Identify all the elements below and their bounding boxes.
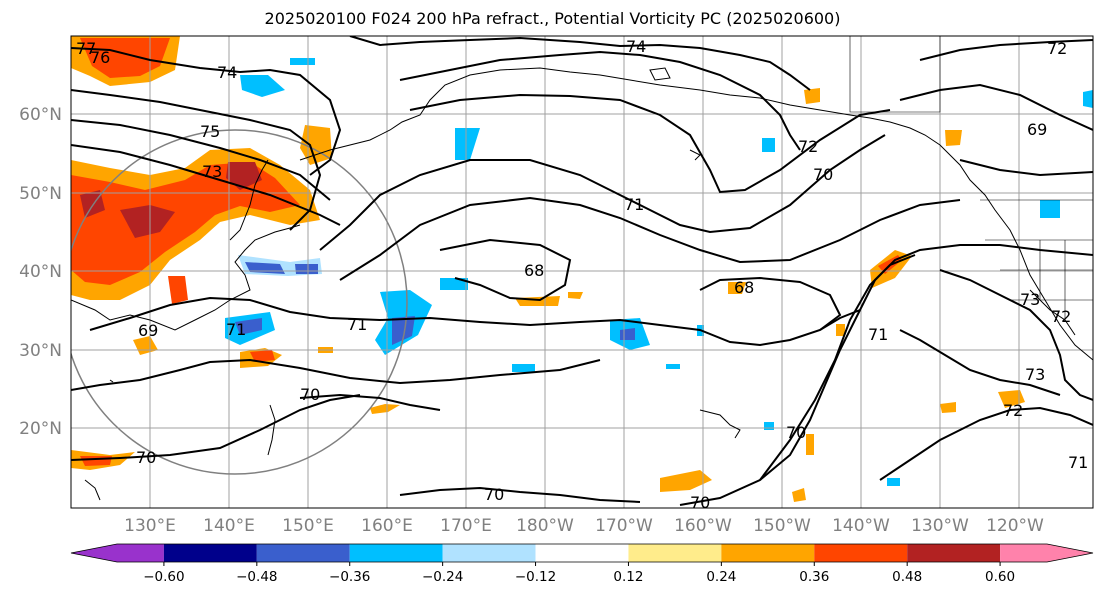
contour-label: 70 [690, 493, 710, 512]
contour-label: 73 [202, 162, 222, 181]
lon-label: 140°W [832, 516, 890, 536]
contour-label: 71 [624, 195, 644, 214]
colorbar-tick-label: 0.48 [892, 569, 922, 585]
lon-label: 180°W [516, 516, 574, 536]
graticule [71, 36, 1093, 508]
lat-label: 40°N [19, 262, 62, 282]
colorbar-segment [628, 544, 722, 562]
contour-label: 68 [734, 278, 754, 297]
contour-label: 69 [1027, 120, 1047, 139]
colorbar-tick-label: −0.24 [422, 569, 463, 585]
colorbar-tick-label: −0.36 [329, 569, 370, 585]
contour-label: 72 [798, 137, 818, 156]
lon-label: 170°E [440, 516, 492, 536]
colorbar-tick-label: 0.12 [613, 569, 643, 585]
colorbar-segment [349, 544, 443, 562]
lon-label: 150°E [282, 516, 334, 536]
colorbar-outline [70, 543, 1094, 563]
colorbar-tick-label: 0.24 [706, 569, 736, 585]
colorbar-segment [256, 544, 350, 562]
contour-label: 70 [300, 385, 320, 404]
contour-label: 72 [1051, 307, 1071, 326]
lon-label: 130°W [911, 516, 969, 536]
longitude-labels: 130°E 140°E 150°E 160°E 170°E 180°W 170°… [124, 516, 1044, 536]
map-title: 2025020100 F024 200 hPa refract., Potent… [264, 9, 841, 28]
contour-label: 68 [524, 261, 544, 280]
lat-label: 30°N [19, 341, 62, 361]
colorbar-segment [721, 544, 815, 562]
contour-label: 72 [1003, 401, 1023, 420]
colorbar-segment [907, 544, 1001, 562]
contour-label: 73 [1020, 290, 1040, 309]
lon-label: 140°E [203, 516, 255, 536]
colorbar-segment [442, 544, 536, 562]
map-panel: 77 76 74 75 73 74 72 72 70 71 69 68 68 7… [71, 36, 1093, 512]
lat-label: 50°N [19, 184, 62, 204]
map-frame [70, 35, 1094, 509]
lon-label: 120°W [986, 516, 1044, 536]
colorbar-segment [1000, 544, 1093, 562]
colorbar-tick-label: −0.48 [236, 569, 277, 585]
region-circle [71, 129, 408, 475]
contour-label: 70 [484, 485, 504, 504]
contour-label: 76 [90, 48, 110, 67]
lon-label: 150°W [753, 516, 811, 536]
colorbar-segment [163, 544, 257, 562]
contour-label: 71 [1068, 453, 1088, 472]
colorbar-tick-label: 0.36 [799, 569, 829, 585]
colorbar-tick-label: −0.12 [515, 569, 556, 585]
latitude-labels: 60°N 50°N 40°N 30°N 20°N [19, 105, 62, 439]
colorbar-segment [71, 544, 164, 562]
contour-label: 71 [868, 325, 888, 344]
colorbar-tick-label: 0.60 [985, 569, 1015, 585]
lat-label: 60°N [19, 105, 62, 125]
refractivity-contours [71, 36, 1093, 506]
contour-label: 74 [626, 37, 646, 56]
contour-label: 73 [1025, 365, 1045, 384]
contour-label: 77 [76, 39, 96, 58]
lat-label: 20°N [19, 419, 62, 439]
lon-label: 170°W [595, 516, 653, 536]
colorbar-segment [814, 544, 908, 562]
borders [849, 36, 1093, 320]
contour-label: 69 [138, 321, 158, 340]
contour-label: 70 [136, 448, 156, 467]
contour-label: 70 [786, 423, 806, 442]
lon-label: 160°W [674, 516, 732, 536]
colorbar-segment [535, 544, 629, 562]
lon-label: 130°E [124, 516, 176, 536]
lon-label: 160°E [361, 516, 413, 536]
contour-label: 71 [347, 315, 367, 334]
colorbar-tick-label: −0.60 [143, 569, 184, 585]
colorbar: −0.60 −0.48 −0.36 −0.24 −0.12 0.12 0.24 0.36 0.4… [70, 543, 1094, 585]
contour-label: 70 [813, 165, 833, 184]
contour-label: 72 [1047, 39, 1067, 58]
contour-label-group: 77 76 74 75 73 74 72 72 70 71 69 68 68 7… [76, 37, 1088, 512]
contour-label: 75 [200, 122, 220, 141]
contour-label: 74 [217, 63, 237, 82]
contour-label: 71 [226, 320, 246, 339]
